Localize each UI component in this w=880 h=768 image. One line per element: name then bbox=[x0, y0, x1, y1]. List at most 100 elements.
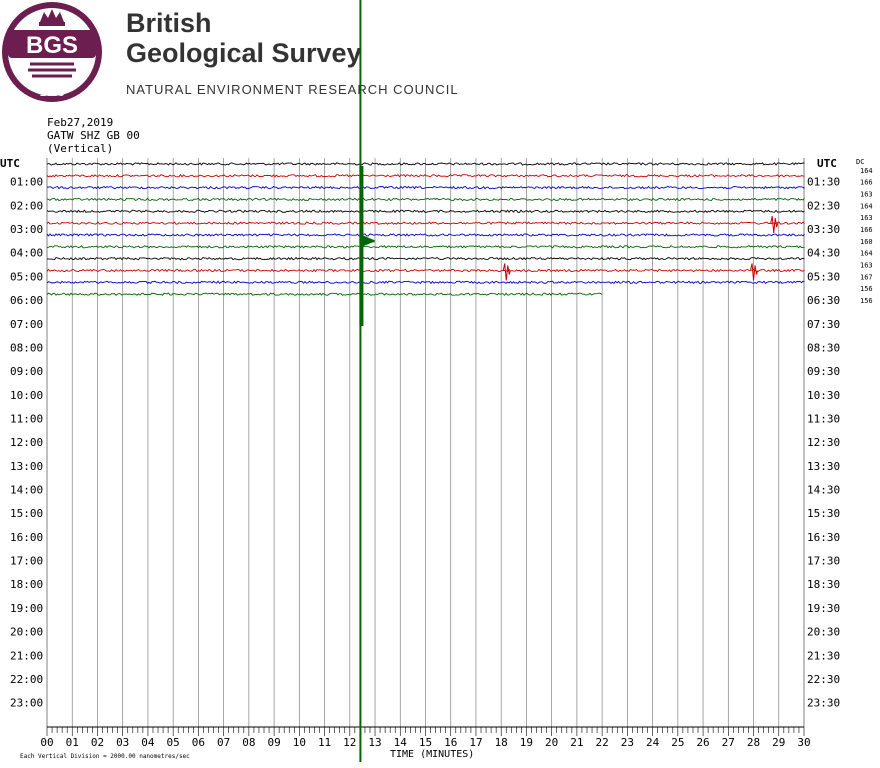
x-tick-label: 08 bbox=[242, 736, 255, 749]
dc-offset-label: 164 bbox=[860, 202, 873, 210]
left-hour-label: 14:00 bbox=[10, 484, 43, 497]
trace-row bbox=[46, 280, 805, 285]
left-hour-label: 04:00 bbox=[10, 247, 43, 260]
left-hour-label: 20:00 bbox=[10, 626, 43, 639]
x-tick-label: 12 bbox=[343, 736, 356, 749]
dc-offset-label: 164 bbox=[860, 167, 873, 175]
x-tick-label: 29 bbox=[772, 736, 785, 749]
x-tick-label: 26 bbox=[696, 736, 709, 749]
x-tick-label: 06 bbox=[192, 736, 205, 749]
x-tick-label: 01 bbox=[66, 736, 79, 749]
dc-offset-label: 166 bbox=[860, 226, 873, 234]
left-hour-label: 17:00 bbox=[10, 555, 43, 568]
traces bbox=[46, 162, 805, 296]
right-hour-label: 21:30 bbox=[807, 649, 840, 662]
left-hour-label: 03:00 bbox=[10, 223, 43, 236]
dc-offset-label: 163 bbox=[860, 262, 873, 270]
x-tick-label: 21 bbox=[570, 736, 583, 749]
trace-row bbox=[46, 256, 805, 261]
dc-offset-label: 167 bbox=[860, 273, 873, 281]
x-tick-label: 09 bbox=[267, 736, 280, 749]
x-tick-label: 20 bbox=[545, 736, 558, 749]
right-hour-label: 06:30 bbox=[807, 294, 840, 307]
x-tick-label: 18 bbox=[495, 736, 508, 749]
left-hour-label: 01:00 bbox=[10, 176, 43, 189]
x-tick-label: 05 bbox=[167, 736, 180, 749]
right-hour-label: 05:30 bbox=[807, 270, 840, 283]
left-axis-title: UTC bbox=[0, 157, 20, 170]
left-hour-label: 22:00 bbox=[10, 673, 43, 686]
x-tick-label: 14 bbox=[394, 736, 408, 749]
left-hour-label: 02:00 bbox=[10, 199, 43, 212]
trace-row bbox=[46, 185, 805, 190]
org-name-line1: British bbox=[126, 8, 212, 38]
x-axis-label: TIME (MINUTES) bbox=[390, 749, 474, 760]
left-hour-label: 16:00 bbox=[10, 531, 43, 544]
x-tick-label: 15 bbox=[419, 736, 432, 749]
right-hour-label: 11:30 bbox=[807, 412, 840, 425]
x-tick-label: 30 bbox=[797, 736, 810, 749]
dc-header: DC bbox=[856, 158, 864, 166]
trace-row bbox=[46, 292, 603, 296]
dc-offset-label: 163 bbox=[860, 214, 873, 222]
right-hour-label: 04:30 bbox=[807, 247, 840, 260]
left-hour-label: 12:00 bbox=[10, 436, 43, 449]
logo-text: BGS bbox=[26, 32, 78, 59]
trace-spike bbox=[770, 216, 779, 234]
x-tick-label: 27 bbox=[722, 736, 735, 749]
trace-row bbox=[46, 197, 805, 202]
left-hour-label: 06:00 bbox=[10, 294, 43, 307]
x-tick-label: 23 bbox=[621, 736, 634, 749]
dc-offset-label: 156 bbox=[860, 297, 873, 305]
x-tick-label: 00 bbox=[40, 736, 53, 749]
bgs-logo: BGS 1835 British Geological Survey NATUR… bbox=[2, 2, 458, 102]
right-hour-label: 13:30 bbox=[807, 460, 840, 473]
chart-component: (Vertical) bbox=[47, 142, 113, 155]
right-hour-label: 23:30 bbox=[807, 697, 840, 710]
right-hour-label: 19:30 bbox=[807, 602, 840, 615]
right-hour-label: 09:30 bbox=[807, 365, 840, 378]
right-hour-label: 07:30 bbox=[807, 318, 840, 331]
trace-row bbox=[46, 221, 805, 225]
left-hour-label: 15:00 bbox=[10, 507, 43, 520]
x-tick-label: 19 bbox=[520, 736, 533, 749]
right-hour-label: 16:30 bbox=[807, 531, 840, 544]
left-hour-label: 10:00 bbox=[10, 389, 43, 402]
strata-icon bbox=[28, 62, 76, 78]
right-hour-label: 10:30 bbox=[807, 389, 840, 402]
x-tick-label: 22 bbox=[596, 736, 609, 749]
trace-row bbox=[46, 173, 805, 178]
left-hour-label: 21:00 bbox=[10, 649, 43, 662]
logo-year: 1835 bbox=[40, 87, 64, 99]
chart-station: GATW SHZ GB 00 bbox=[47, 129, 140, 142]
right-hour-label: 08:30 bbox=[807, 341, 840, 354]
left-hour-label: 19:00 bbox=[10, 602, 43, 615]
trace-row bbox=[46, 233, 805, 237]
left-hour-label: 08:00 bbox=[10, 341, 43, 354]
trace-row bbox=[46, 245, 805, 249]
x-tick-label: 02 bbox=[91, 736, 104, 749]
chart-date: Feb27,2019 bbox=[47, 116, 113, 129]
trace-row bbox=[46, 209, 805, 214]
trace-row bbox=[46, 268, 805, 273]
right-hour-label: 20:30 bbox=[807, 626, 840, 639]
chart-titles: Feb27,2019 GATW SHZ GB 00 (Vertical) UTC… bbox=[0, 116, 864, 760]
right-hour-label: 02:30 bbox=[807, 199, 840, 212]
right-hour-label: 15:30 bbox=[807, 507, 840, 520]
right-hour-label: 18:30 bbox=[807, 578, 840, 591]
scale-note: Each Vertical Division = 2000.00 nanomet… bbox=[20, 753, 190, 760]
dc-offset-label: 156 bbox=[860, 285, 873, 293]
axis-labels: 01:00 02:00 03:00 04:00 05:00 06:00 07:00 08:00… bbox=[10, 167, 873, 710]
org-name-line2: Geological Survey bbox=[126, 38, 362, 68]
grid bbox=[46, 158, 805, 728]
logo-band bbox=[8, 30, 96, 58]
right-axis-title: UTC bbox=[817, 157, 837, 170]
right-hour-label: 14:30 bbox=[807, 484, 840, 497]
left-hour-label: 07:00 bbox=[10, 318, 43, 331]
x-tick-label: 07 bbox=[217, 736, 230, 749]
dc-offset-label: 164 bbox=[860, 250, 873, 258]
dc-offset-label: 160 bbox=[860, 238, 873, 246]
x-tick-label: 16 bbox=[444, 736, 457, 749]
x-tick-label: 28 bbox=[747, 736, 760, 749]
x-tick-label: 25 bbox=[671, 736, 684, 749]
